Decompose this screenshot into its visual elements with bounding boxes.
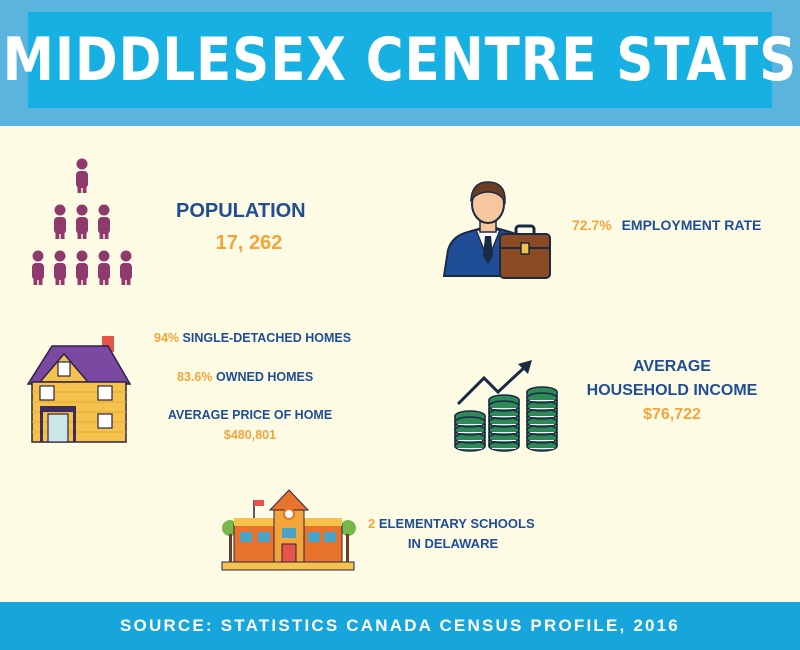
schools-label-line2: IN DELAWARE <box>407 536 499 551</box>
source-text: SOURCE: STATISTICS CANADA CENSUS PROFILE… <box>120 616 680 635</box>
owned-homes-stat: 83.6% OWNED HOMES <box>177 370 313 384</box>
schools-value: 2 <box>368 516 376 531</box>
single-detached-value: 94% <box>154 331 180 345</box>
avg-price-value: $480,801 <box>223 428 277 442</box>
single-detached-stat: 94% SINGLE-DETACHED HOMES <box>154 331 351 345</box>
population-value: 17, 262 <box>215 232 283 254</box>
page-title: MIDDLESEX CENTRE STATS <box>2 25 798 95</box>
income-label-line1: AVERAGE <box>633 358 711 375</box>
house-icon <box>26 336 132 443</box>
schools-label-line1: ELEMENTARY SCHOOLS <box>378 516 535 531</box>
owned-homes-label: OWNED HOMES <box>215 370 314 384</box>
coins-growth-icon <box>454 360 558 452</box>
footer-band: SOURCE: STATISTICS CANADA CENSUS PROFILE… <box>0 602 800 650</box>
title-banner: MIDDLESEX CENTRE STATS <box>3 12 796 108</box>
employment-label: EMPLOYMENT RATE <box>621 217 762 233</box>
employment-value: 72.7% <box>572 217 612 233</box>
income-label-line2: HOUSEHOLD INCOME <box>586 382 758 399</box>
people-pyramid-icon <box>32 158 132 285</box>
school-icon <box>221 489 356 571</box>
population-label: POPULATION <box>176 200 306 222</box>
owned-homes-value: 83.6% <box>177 370 213 384</box>
employment-stat: 72.7% EMPLOYMENT RATE <box>572 217 761 233</box>
single-detached-label: SINGLE-DETACHED HOMES <box>182 331 352 345</box>
avg-price-label: AVERAGE PRICE OF HOME <box>167 408 333 422</box>
schools-stat: 2 ELEMENTARY SCHOOLS <box>368 516 535 531</box>
income-value: $76,722 <box>643 406 701 423</box>
briefcase-icon <box>499 224 551 279</box>
